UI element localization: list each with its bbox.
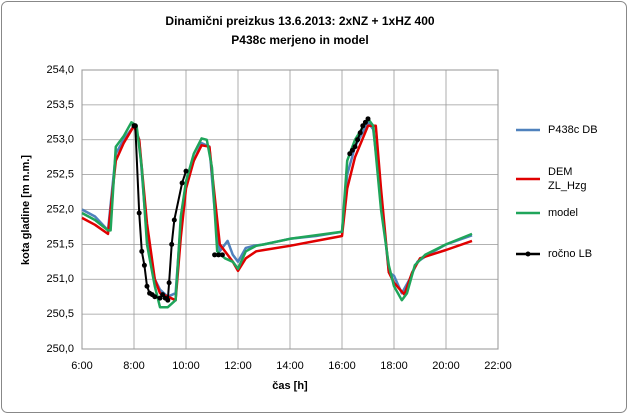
y-tick-label: 251,0 [46,273,74,285]
legend-marker [525,251,531,257]
data-point [152,294,158,300]
x-tick-label: 22:00 [484,360,512,372]
data-point [179,180,185,186]
chart-subtitle: P438c merjeno in model [231,33,368,47]
data-point [160,292,166,298]
x-tick-label: 8:00 [123,360,144,372]
y-tick-label: 250,5 [46,308,74,320]
data-point [357,130,363,136]
data-point [216,252,221,258]
data-point [136,210,142,216]
x-tick-label: 16:00 [328,360,356,372]
data-point [144,283,150,289]
data-point [139,248,145,254]
data-point [355,137,361,143]
data-point [347,151,353,157]
data-point [212,252,218,258]
legend-label: ročno LB [548,248,593,260]
x-tick-label: 20:00 [432,360,460,372]
y-tick-label: 250,0 [46,343,74,355]
legend-label: DEM ZL_Hzg [548,166,587,192]
y-tick-label: 252,0 [46,203,74,215]
y-tick-label: 252,5 [46,169,74,181]
chart-title: Dinamični preizkus 13.6.2013: 2xNZ + 1xH… [165,14,434,28]
y-tick-label: 254,0 [46,64,74,76]
data-point [352,144,358,150]
x-tick-label: 6:00 [71,360,92,372]
data-point [365,116,371,122]
y-tick-label: 253,0 [46,134,74,146]
legend-label: P438c DB [548,124,598,136]
data-point [132,123,138,129]
data-point [183,168,189,174]
legend-label: model [548,207,578,219]
x-tick-label: 12:00 [224,360,252,372]
y-tick-label: 251,5 [46,238,74,250]
y-axis-title: kota gladine [m n.m.] [20,155,32,265]
data-point [219,252,225,258]
x-tick-label: 14:00 [276,360,304,372]
data-point [141,262,147,268]
data-point [171,217,177,223]
data-point [166,280,172,286]
data-point [362,119,368,125]
data-point [349,147,355,153]
x-tick-label: 18:00 [380,360,408,372]
data-point [157,295,163,301]
data-point [169,241,175,247]
data-point [165,297,171,303]
x-tick-label: 10:00 [172,360,200,372]
x-axis-title: čas [h] [272,380,308,392]
y-tick-label: 253,5 [46,99,74,111]
data-point [360,123,366,129]
